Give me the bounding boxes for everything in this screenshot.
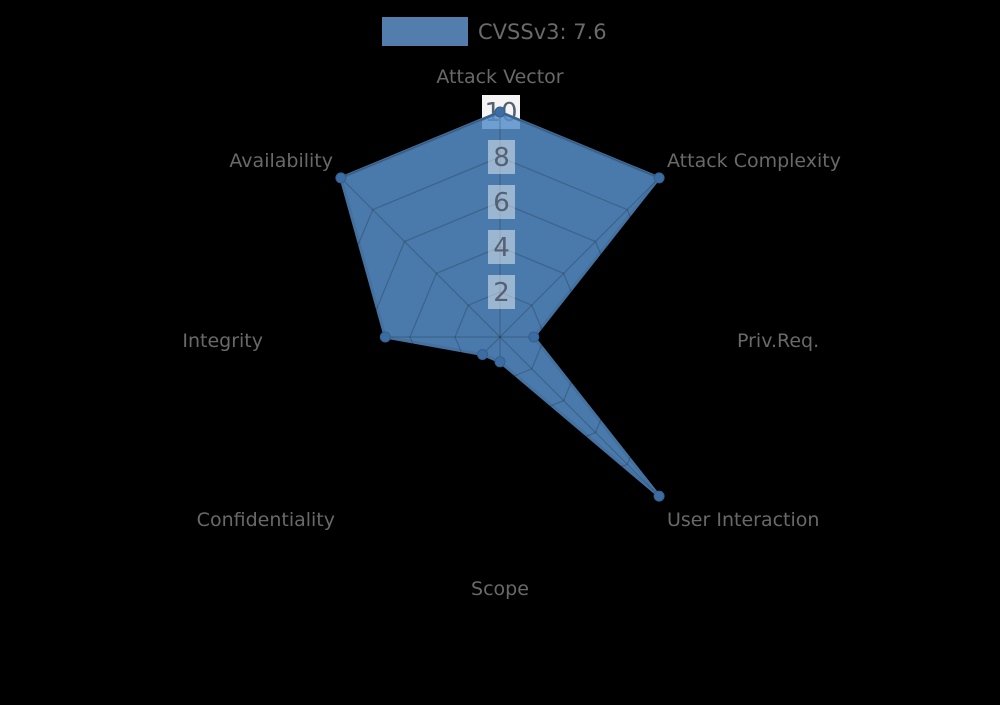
radar-grid-ring xyxy=(409,246,591,428)
axis-label-availability: Availability xyxy=(229,150,333,172)
radar-grid-spoke xyxy=(499,177,660,338)
series-point-marker[interactable] xyxy=(528,331,540,343)
axis-label-attack-vector: Attack Vector xyxy=(436,66,563,88)
series-point-marker[interactable] xyxy=(494,356,506,368)
radar-grid xyxy=(274,111,726,563)
axis-labels: Attack Vector Attack Complexity Priv.Req. U… xyxy=(182,66,841,600)
radar-grid-ring xyxy=(454,291,546,383)
radial-tick-label: 2 xyxy=(493,278,510,308)
axis-label-confidentiality: Confidentiality xyxy=(197,509,335,531)
series-markers[interactable] xyxy=(335,106,665,502)
radar-grid-ring xyxy=(364,201,636,473)
legend[interactable]: CVSSv3: 7.6 xyxy=(382,17,607,46)
axis-label-user-interaction: User Interaction xyxy=(667,509,819,531)
radial-tick-label: 4 xyxy=(493,233,510,263)
radar-grid-ring xyxy=(274,111,726,563)
radial-tick-background xyxy=(488,140,515,174)
axis-label-scope: Scope xyxy=(471,578,529,600)
series-point-marker[interactable] xyxy=(379,331,391,343)
series-point-marker[interactable] xyxy=(653,172,665,184)
series-point-marker[interactable] xyxy=(494,106,506,118)
radar-grid-spoke xyxy=(340,177,501,338)
radial-tick-background xyxy=(488,185,515,219)
series-point-marker[interactable] xyxy=(477,349,488,360)
radar-grid-spoke xyxy=(499,336,660,497)
series-point-marker[interactable] xyxy=(653,490,665,502)
axis-label-attack-complexity: Attack Complexity xyxy=(667,150,841,172)
legend-swatch[interactable] xyxy=(382,17,468,46)
legend-label: CVSSv3: 7.6 xyxy=(478,20,607,44)
radar-grid-ring xyxy=(319,156,681,518)
series-point-marker[interactable] xyxy=(335,172,347,184)
radar-grid-spoke xyxy=(340,336,501,497)
axis-label-priv-req: Priv.Req. xyxy=(737,330,819,352)
radial-tick-label: 6 xyxy=(493,188,510,218)
radial-tick-background xyxy=(488,275,515,309)
radial-tick-background xyxy=(488,230,515,264)
radial-tick-label: 8 xyxy=(493,143,510,173)
radial-axis-ticks: 2 4 6 8 xyxy=(488,140,515,309)
axis-label-integrity: Integrity xyxy=(182,330,263,352)
